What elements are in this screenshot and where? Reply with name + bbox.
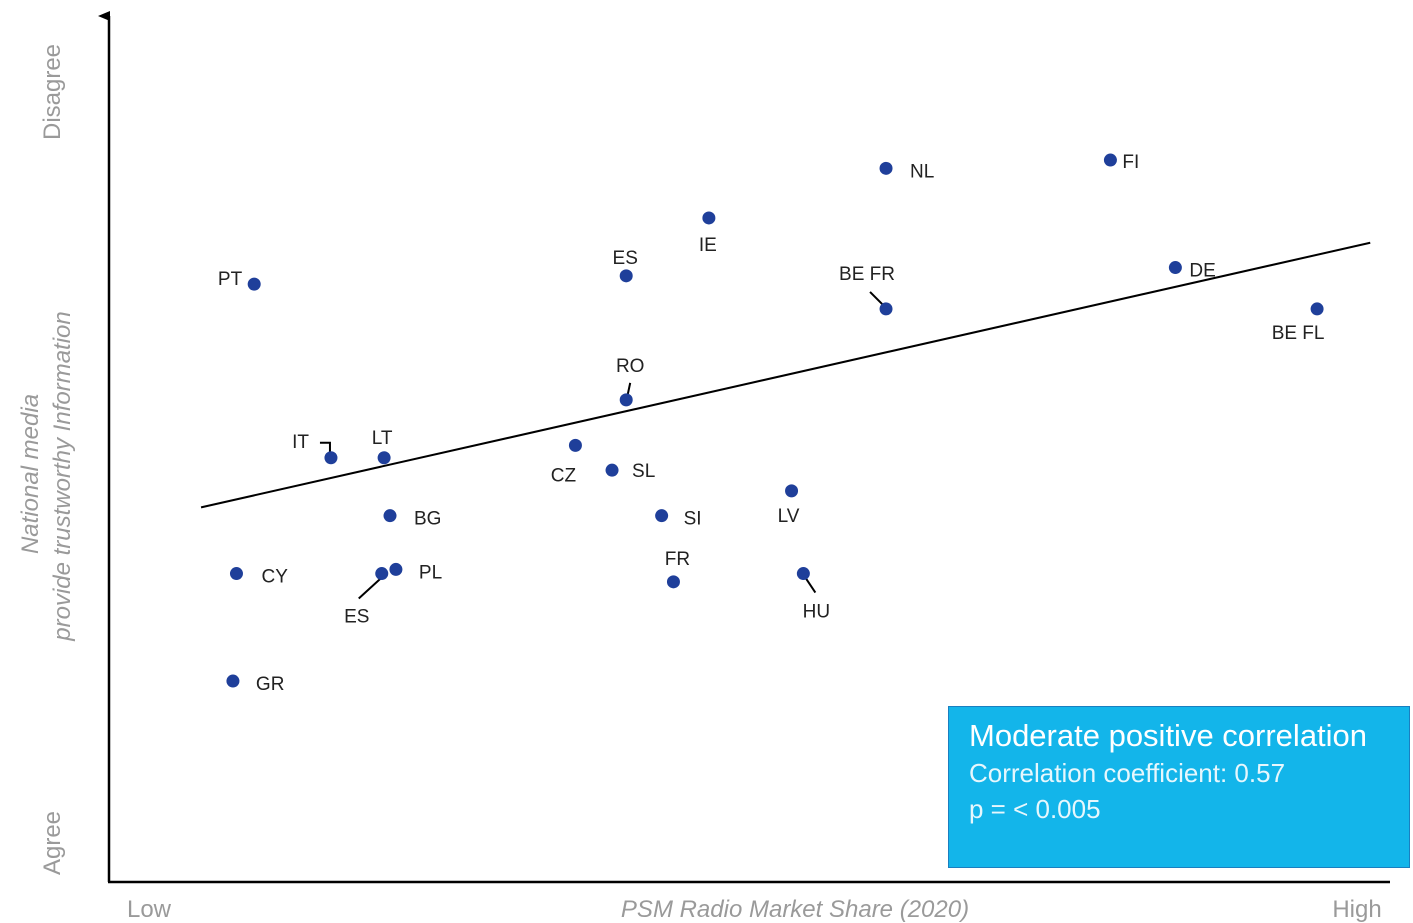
point-labels: PT IT LT BG PL ES CY GR ES IE RO CZ SL SI FR LV HU NL BE F… bbox=[218, 152, 1325, 695]
point-label-cy: CY bbox=[261, 567, 288, 588]
point-label-be-fr: BE FR bbox=[839, 264, 895, 285]
data-point-pl bbox=[389, 562, 403, 576]
x-axis-title: PSM Radio Market Share (2020) bbox=[621, 896, 969, 923]
correlation-annotation-box: Moderate positive correlation Correlatio… bbox=[948, 706, 1410, 868]
data-point-it bbox=[324, 451, 338, 465]
point-label-es: ES bbox=[613, 248, 638, 269]
data-point-fr bbox=[666, 575, 680, 589]
point-label-es: ES bbox=[344, 607, 369, 628]
data-point-es bbox=[375, 567, 389, 581]
data-point-cz bbox=[568, 438, 582, 452]
point-label-ie: IE bbox=[699, 235, 717, 256]
y-axis-high-label: Disagree bbox=[39, 44, 66, 140]
y-axis-title-line-1: National media bbox=[17, 394, 44, 554]
point-label-ro: RO bbox=[616, 356, 645, 377]
data-point-hu bbox=[796, 567, 810, 581]
point-label-hu: HU bbox=[803, 602, 830, 623]
x-axis-high-label: High bbox=[1332, 896, 1381, 923]
point-label-gr: GR bbox=[256, 674, 285, 695]
point-label-fr: FR bbox=[665, 549, 690, 570]
point-label-nl: NL bbox=[910, 161, 934, 182]
data-point-es bbox=[619, 269, 633, 283]
data-point-gr bbox=[226, 674, 240, 688]
data-point-si bbox=[655, 509, 669, 523]
annotation-headline: Moderate positive correlation bbox=[969, 718, 1368, 753]
data-point-ro bbox=[619, 393, 633, 407]
point-label-pt: PT bbox=[218, 269, 243, 290]
leader-line-hu bbox=[804, 576, 817, 594]
leader-line-be-fr bbox=[869, 291, 885, 307]
point-label-pl: PL bbox=[419, 562, 442, 583]
data-point-be-fl bbox=[1310, 302, 1324, 316]
y-axis-title-line-2: provide trustworthy Information bbox=[49, 311, 76, 641]
trend-line bbox=[200, 241, 1371, 509]
point-label-sl: SL bbox=[632, 461, 655, 482]
data-points bbox=[226, 153, 1324, 688]
point-label-lv: LV bbox=[778, 506, 800, 527]
point-label-fi: FI bbox=[1122, 152, 1139, 173]
point-label-it: IT bbox=[292, 432, 309, 453]
data-point-pt bbox=[247, 277, 261, 291]
label-leader-lines bbox=[319, 291, 885, 600]
data-point-be-fr bbox=[879, 302, 893, 316]
point-label-si: SI bbox=[684, 509, 702, 530]
leader-line-es bbox=[358, 576, 383, 600]
point-label-cz: CZ bbox=[551, 465, 577, 486]
point-label-be-fl: BE FL bbox=[1272, 323, 1325, 344]
point-label-de: DE bbox=[1189, 261, 1215, 282]
x-axis-low-label: Low bbox=[127, 896, 172, 923]
annotation-p-value: p = < 0.005 bbox=[969, 794, 1101, 824]
data-point-nl bbox=[879, 161, 893, 175]
data-point-lt bbox=[377, 451, 391, 465]
data-point-cy bbox=[229, 567, 243, 581]
point-label-lt: LT bbox=[372, 428, 393, 449]
annotation-coefficient: Correlation coefficient: 0.57 bbox=[969, 758, 1286, 788]
data-point-fi bbox=[1103, 153, 1117, 167]
data-point-ie bbox=[702, 211, 716, 225]
data-point-bg bbox=[383, 509, 397, 523]
point-label-bg: BG bbox=[414, 509, 441, 530]
data-point-sl bbox=[605, 463, 619, 477]
y-axis-low-label: Agree bbox=[39, 811, 66, 875]
data-point-lv bbox=[785, 484, 799, 498]
data-point-de bbox=[1168, 261, 1182, 275]
